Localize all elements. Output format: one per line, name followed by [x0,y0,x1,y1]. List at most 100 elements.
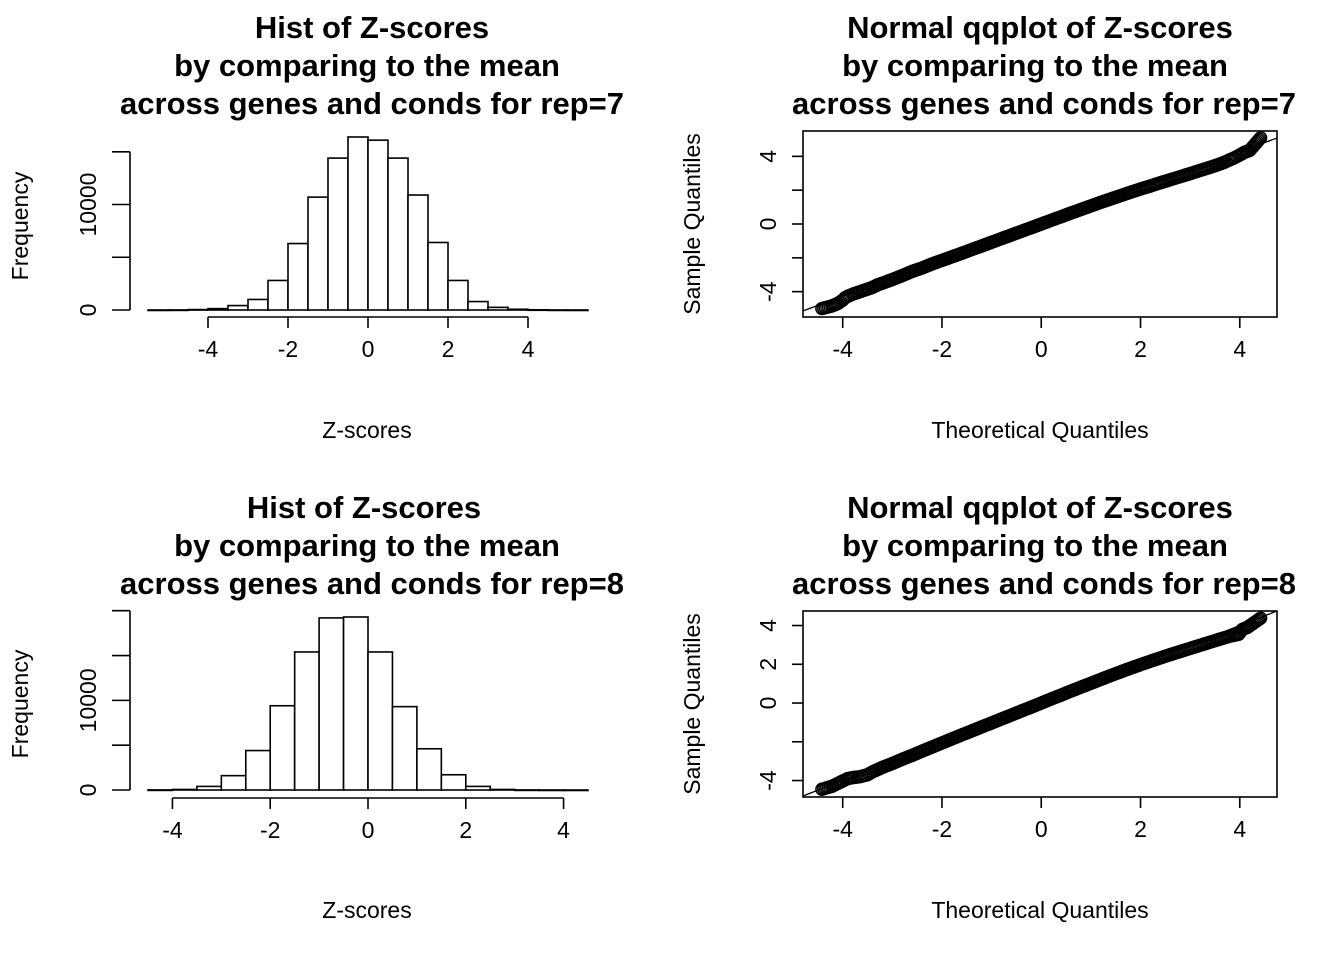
histogram-rep7-bar-17 [487,306,509,311]
histogram-rep7-bar-8 [307,196,329,311]
histogram-rep8-y-axis: 0 10000 [75,609,131,797]
qqplot-rep7-x-tick-label-0: -4 [832,336,853,362]
histogram-rep8-bar-15 [513,789,540,792]
histogram-rep8-bar-8 [342,616,369,791]
qqplot-rep7-point-267 [1251,133,1266,148]
histogram-rep8-bar-0 [147,789,174,792]
histogram-rep7-bar-2 [187,308,209,311]
histogram-rep8-y-tick-label-0: 0 [75,784,101,797]
histogram-rep7-bar-9 [327,157,349,311]
histogram-rep7-x-axis-label: Z-scores [322,417,411,443]
qqplot-rep8-title-line-3: across genes and conds for rep=8 [792,566,1296,601]
qqplot-rep7-x-tick-label-4: 4 [1233,336,1246,362]
histogram-rep8-title-line-2: by comparing to the mean [174,528,560,563]
qqplot-rep7-x-axis: -4 -2 0 2 4 [832,317,1246,362]
histogram-rep7-bar-15 [447,279,469,311]
qqplot-rep8-x-tick-label-1: -2 [932,816,952,842]
histogram-rep7: Hist of Z-scores by comparing to the mea… [7,10,624,443]
qqplot-rep8-x-tick-label-2: 0 [1035,816,1048,842]
histogram-rep8-bar-9 [367,651,394,791]
histogram-rep7-bar-14 [427,241,449,311]
histogram-rep7-bar-10 [347,136,369,311]
histogram-rep8-bar-14 [489,788,516,791]
qqplot-rep8-x-tick-label-0: -4 [832,816,853,842]
qqplot-rep7: Normal qqplot of Z-scores by comparing t… [679,10,1296,443]
qqplot-rep7-y-axis-label: Sample Quantiles [679,133,705,315]
qqplot-rep8-x-tick-label-3: 2 [1134,816,1147,842]
histogram-rep8-bar-17 [562,789,589,792]
qqplot-rep7-title-line-3: across genes and conds for rep=7 [792,86,1296,121]
histogram-rep8: Hist of Z-scores by comparing to the mea… [7,490,624,923]
histogram-rep7-bar-4 [227,304,249,311]
histogram-rep7-bar-0 [147,309,169,312]
qqplot-rep8-point-264 [1249,614,1264,628]
qqplot-rep7-x-tick-label-1: -2 [932,336,952,362]
histogram-rep8-bar-1 [171,788,198,791]
histogram-rep7-bar-5 [247,298,269,311]
qqplot-rep8-x-tick-label-4: 4 [1233,816,1246,842]
qqplot-rep8-y-axis-label: Sample Quantiles [679,613,705,795]
histogram-rep8-y-axis-label: Frequency [7,649,33,758]
histogram-rep8-bar-3 [220,774,247,791]
qqplot-rep8-point-265 [1251,613,1265,627]
histogram-rep7-title-line-3: across genes and conds for rep=7 [120,86,624,121]
histogram-rep8-bar-12 [440,773,467,791]
qqplot-rep8-title-line-2: by comparing to the mean [842,528,1228,563]
qqplot-rep7-point-266 [1250,134,1265,149]
histogram-rep8-x-tick-label-0: -4 [162,817,183,843]
histogram-rep8-bars [147,616,589,792]
histogram-rep7-title-line-1: Hist of Z-scores [255,10,489,45]
qqplot-rep8-x-axis: -4 -2 0 2 4 [832,797,1246,842]
histogram-rep7-bar-7 [287,242,309,311]
histogram-rep8-x-axis-label: Z-scores [322,897,411,923]
histogram-rep8-title-line-3: across genes and conds for rep=8 [120,566,624,601]
histogram-rep7-bar-16 [467,300,489,311]
histogram-rep8-bar-13 [464,785,492,791]
qqplot-rep8-point-266 [1252,612,1266,626]
qqplot-rep8-y-tick-label-3: 2 [755,658,781,671]
histogram-rep7-bars [147,136,589,312]
histogram-rep8-x-tick-label-1: -2 [260,817,280,843]
qqplot-rep8-point-267 [1253,611,1268,625]
histogram-rep8-bar-6 [293,651,320,791]
histogram-rep7-bar-18 [507,308,529,311]
qqplot-rep8-title-line-1: Normal qqplot of Z-scores [847,490,1233,525]
histogram-rep7-y-axis: 0 10000 [75,150,131,317]
qqplot-rep8-plot-box [802,610,1278,798]
histogram-rep8-x-axis: -4 -2 0 2 4 [162,797,570,843]
histogram-rep8-x-tick-label-2: 0 [362,817,375,843]
histogram-rep7-y-tick-label-2: 10000 [75,173,101,237]
qqplot-rep8-y-tick-label-4: 4 [755,619,781,632]
qqplot-rep8-y-axis: -4 0 2 4 [755,619,803,791]
qqplot-rep8-y-tick-label-2: 0 [755,697,781,710]
histogram-rep7-y-axis-label: Frequency [7,171,33,280]
qqplot-rep7-points [815,131,1268,316]
histogram-rep8-x-tick-label-4: 4 [557,817,570,843]
histogram-rep7-y-tick-label-0: 0 [75,304,101,317]
histogram-rep7-x-tick-label-4: 4 [522,336,535,362]
histogram-rep7-bar-3 [207,307,229,311]
qqplot-rep7-title-line-2: by comparing to the mean [842,48,1228,83]
qqplot-rep7-y-axis: -4 0 4 [755,150,803,302]
qqplot-rep7-x-tick-label-3: 2 [1134,336,1147,362]
histogram-rep7-bar-21 [567,309,589,312]
histogram-rep7-bar-6 [267,279,289,311]
qqplot-rep8-x-axis-label: Theoretical Quantiles [931,897,1148,923]
histogram-rep7-x-tick-label-0: -4 [198,336,219,362]
histogram-rep8-bar-16 [538,789,565,792]
histogram-rep8-bar-10 [391,705,418,791]
qqplot-rep7-x-axis-label: Theoretical Quantiles [931,417,1148,443]
qqplot-rep7-y-tick-label-4: 4 [755,150,781,163]
qqplot-rep7-point-269 [1253,131,1268,145]
histogram-rep8-x-tick-label-3: 2 [459,817,472,843]
histogram-rep8-y-tick-label-2: 10000 [75,668,101,732]
histogram-rep7-title-line-2: by comparing to the mean [174,48,560,83]
histogram-rep7-x-tick-label-1: -2 [278,336,298,362]
histogram-rep8-bar-4 [244,749,272,791]
histogram-rep8-bar-11 [416,747,443,791]
qqplot-rep8: Normal qqplot of Z-scores by comparing t… [679,490,1296,923]
histogram-rep7-bar-1 [167,309,189,312]
histogram-rep7-bar-11 [367,139,389,311]
qqplot-rep7-x-tick-label-2: 0 [1035,336,1048,362]
